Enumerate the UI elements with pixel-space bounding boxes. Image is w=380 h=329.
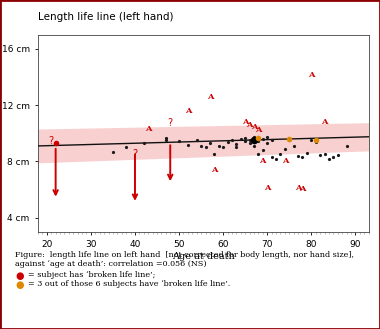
Text: against ‘age at death’: correlation =0.056 (NS): against ‘age at death’: correlation =0.0… <box>15 260 207 268</box>
Text: = 3 out of those 6 subjects have ‘broken life line’.: = 3 out of those 6 subjects have ‘broken… <box>28 280 231 288</box>
Text: A: A <box>264 184 271 192</box>
Text: A: A <box>321 118 328 126</box>
Text: A: A <box>295 184 301 191</box>
Text: A: A <box>185 107 191 115</box>
Text: ?: ? <box>132 149 138 159</box>
Text: A: A <box>251 123 257 131</box>
Text: A: A <box>255 126 262 134</box>
Text: A: A <box>282 158 288 165</box>
X-axis label: Age at death: Age at death <box>172 252 235 261</box>
Text: ?: ? <box>49 136 54 146</box>
Text: A: A <box>308 71 315 79</box>
Text: A: A <box>207 92 213 101</box>
Text: A: A <box>145 125 152 133</box>
Text: ?: ? <box>168 118 173 128</box>
Text: Figure:  length life line on left hand  [not corrected for body length, nor hand: Figure: length life line on left hand [n… <box>15 251 354 259</box>
Text: A: A <box>211 166 218 174</box>
Text: A: A <box>260 158 266 165</box>
Text: A: A <box>246 121 253 130</box>
Text: A: A <box>299 185 306 193</box>
Text: Length life line (left hand): Length life line (left hand) <box>38 12 174 21</box>
Text: = subject has ‘broken life line’;: = subject has ‘broken life line’; <box>28 271 156 279</box>
Text: ●: ● <box>15 280 24 290</box>
Text: A: A <box>242 118 249 126</box>
Text: ●: ● <box>15 271 24 281</box>
